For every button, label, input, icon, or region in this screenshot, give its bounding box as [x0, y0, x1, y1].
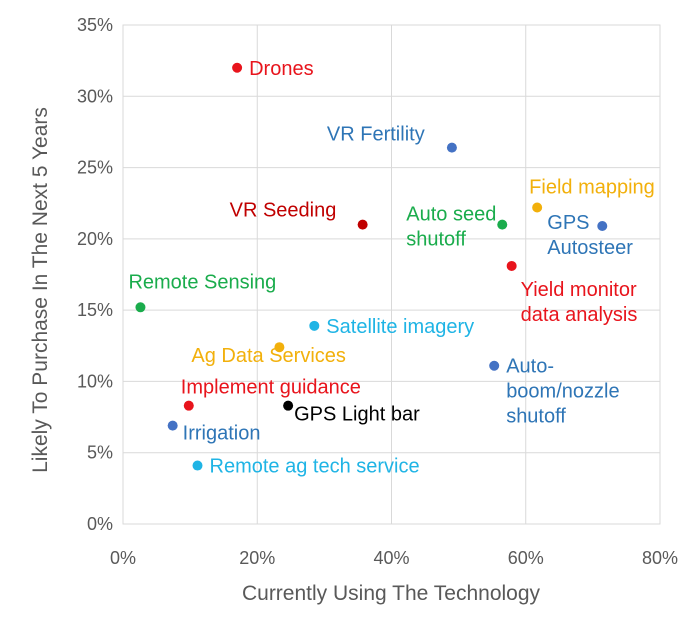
y-tick-label: 15%: [77, 300, 113, 320]
data-point: [283, 400, 294, 411]
point-label: GPS: [547, 212, 589, 234]
grid: [122, 24, 661, 525]
x-axis-title: Currently Using The Technology: [242, 582, 541, 605]
point-label: Drones: [249, 58, 313, 80]
y-tick-label: 10%: [77, 371, 113, 391]
data-point: [192, 460, 203, 471]
y-tick-label: 30%: [77, 86, 113, 106]
data-point: [497, 219, 508, 230]
y-tick-label: 20%: [77, 229, 113, 249]
x-tick-label: 60%: [508, 548, 544, 568]
y-tick-label: 25%: [77, 158, 113, 178]
axis-ticks: 0% 5% 10% 15% 20% 25% 30% 35% 0% 20% 40% 60% 80%: [77, 15, 678, 568]
point-label: shutoff: [406, 229, 466, 251]
point-label: Remote ag tech service: [210, 456, 420, 478]
data-point: [532, 202, 543, 213]
data-point: [597, 221, 608, 232]
point-label: shutoff: [506, 406, 566, 428]
data-point: [167, 420, 178, 431]
data-point: [489, 360, 500, 371]
point-label: Field mapping: [529, 176, 655, 198]
x-tick-label: 40%: [373, 548, 409, 568]
y-tick-label: 5%: [87, 443, 113, 463]
plot-frame: [122, 24, 661, 525]
point-label: Irrigation: [183, 423, 261, 445]
point-label: Auto-: [506, 356, 554, 378]
y-tick-label: 35%: [77, 15, 113, 35]
data-point: [232, 62, 243, 73]
point-label: Auto seed: [406, 204, 496, 226]
point-label: GPS Light bar: [294, 404, 420, 426]
y-tick-label: 0%: [87, 514, 113, 534]
x-tick-label: 20%: [239, 548, 275, 568]
point-label: Yield monitor: [521, 279, 637, 301]
point-label: Implement guidance: [181, 377, 361, 399]
data-point: [183, 400, 194, 411]
point-label: data analysis: [521, 304, 638, 326]
data-point: [446, 142, 457, 153]
point-label: Remote Sensing: [128, 271, 276, 293]
x-tick-label: 80%: [642, 548, 678, 568]
point-label: Ag Data Services: [191, 345, 346, 367]
point-labels: Drones VR Fertility VR Seeding Auto seed shu…: [128, 58, 654, 478]
point-label: VR Seeding: [230, 200, 337, 222]
data-point: [357, 219, 368, 230]
data-point: [274, 342, 285, 353]
data-points: [135, 62, 608, 471]
y-axis-title: Likely To Purchase In The Next 5 Years: [29, 107, 52, 473]
point-label: boom/nozzle: [506, 381, 619, 403]
data-point: [506, 260, 517, 271]
point-label: VR Fertility: [327, 124, 425, 146]
data-point: [135, 302, 146, 313]
point-label: Autosteer: [547, 237, 633, 259]
data-point: [309, 320, 320, 331]
x-tick-label: 0%: [110, 548, 136, 568]
point-label: Satellite imagery: [326, 316, 474, 338]
